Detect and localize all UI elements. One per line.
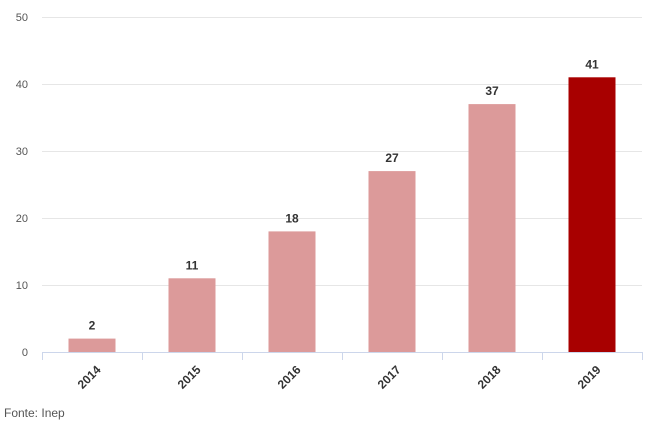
data-label-2017: 27 <box>385 151 399 165</box>
bar-2018 <box>468 104 516 352</box>
bar-2019 <box>568 77 616 353</box>
y-tick-label: 20 <box>16 213 28 225</box>
y-tick-label: 50 <box>16 12 28 24</box>
data-label-2014: 2 <box>89 319 96 333</box>
grid-lines <box>42 17 642 286</box>
x-tick-label-2016: 2016 <box>275 363 304 392</box>
y-tick-label: 30 <box>16 146 28 158</box>
bar-2017 <box>368 171 416 352</box>
x-tick-label-2014: 2014 <box>75 363 104 392</box>
data-labels: 2 11 18 27 37 41 <box>89 57 599 332</box>
bar-2014 <box>68 338 116 352</box>
data-label-2015: 11 <box>186 258 199 272</box>
x-tick-label-2017: 2017 <box>375 363 404 392</box>
x-tick-label-2019: 2019 <box>575 363 604 392</box>
y-axis-ticks: 0 10 20 30 40 50 <box>16 12 28 359</box>
data-label-2019: 41 <box>585 57 599 71</box>
data-label-2016: 18 <box>285 211 299 225</box>
x-tick-label-2015: 2015 <box>175 363 204 392</box>
y-tick-label: 0 <box>22 347 28 359</box>
source-note: Fonte: Inep <box>4 406 65 420</box>
y-tick-label: 40 <box>16 79 28 91</box>
bar-2016 <box>268 231 316 352</box>
bar-chart: 0 10 20 30 40 50 2 11 18 27 37 41 2014 2015 2016 2017… <box>16 12 643 392</box>
data-label-2018: 37 <box>485 84 499 98</box>
x-tick-label-2018: 2018 <box>475 363 504 392</box>
x-axis <box>42 352 643 360</box>
x-axis-labels: 2014 2015 2016 2017 2018 2019 <box>75 363 604 392</box>
y-tick-label: 10 <box>16 280 28 292</box>
bar-2015 <box>168 278 216 352</box>
bars <box>68 77 616 353</box>
